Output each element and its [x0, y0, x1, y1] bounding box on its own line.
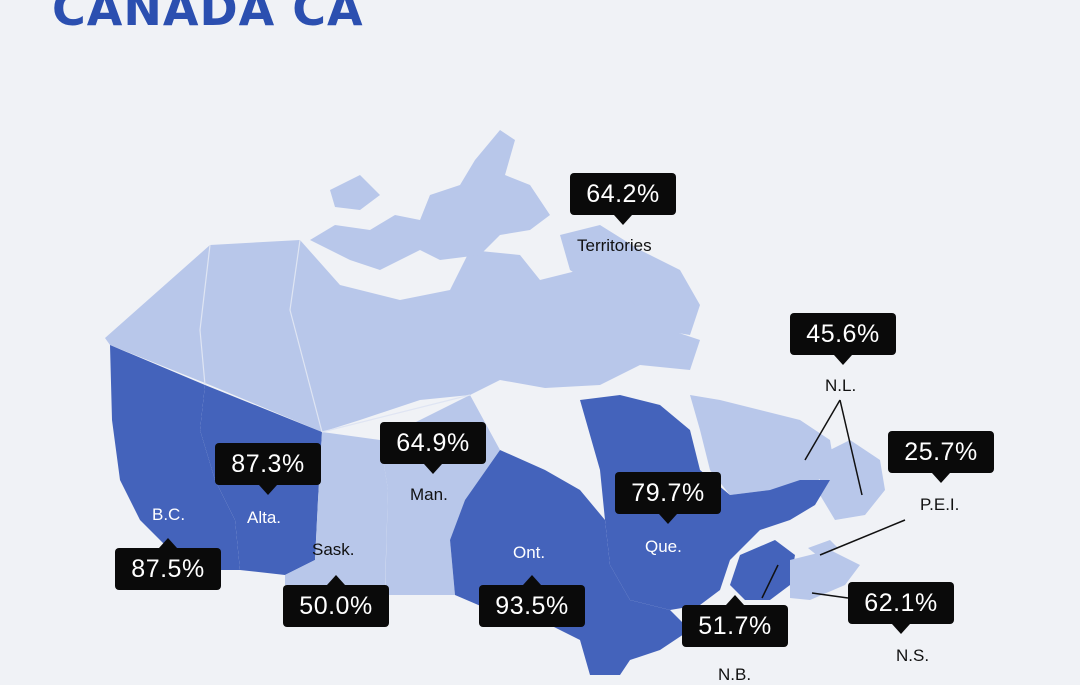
- label-nb: N.B.: [718, 665, 752, 684]
- label-bc: B.C.: [152, 505, 186, 524]
- label-que: Que.: [645, 537, 682, 556]
- callout-ont: 93.5%: [479, 575, 585, 627]
- region-nb[interactable]: [730, 540, 795, 600]
- province-borders: [199, 239, 471, 433]
- region-territories-island-baffin[interactable]: [560, 225, 700, 335]
- label-ont: Ont.: [513, 543, 546, 562]
- callout-sask: 50.0%: [283, 575, 389, 627]
- label-pei: P.E.I.: [920, 495, 960, 514]
- label-alta: Alta.: [247, 508, 282, 527]
- callout-nb: 51.7%: [682, 595, 788, 647]
- region-ont[interactable]: [450, 450, 690, 675]
- label-sask: Sask.: [312, 540, 355, 559]
- region-sask[interactable]: [285, 432, 388, 585]
- callout-bc: 87.5%: [115, 538, 221, 590]
- region-ns[interactable]: [790, 550, 860, 600]
- region-territories[interactable]: [105, 240, 700, 432]
- callout-pei: 25.7%: [888, 431, 994, 483]
- label-territories: Territories: [577, 236, 652, 255]
- page-title: CANADA CA: [52, 0, 364, 36]
- callout-ns: 62.1%: [848, 582, 954, 634]
- region-territories-islands[interactable]: [310, 130, 550, 270]
- leader-lines: [761, 399, 906, 599]
- region-pei[interactable]: [808, 540, 838, 556]
- region-territories-island-east[interactable]: [330, 175, 380, 210]
- region-nl-labrador[interactable]: [690, 395, 835, 495]
- label-nl: N.L.: [825, 376, 857, 395]
- callout-nl: 45.6%: [790, 313, 896, 365]
- callout-territories: 64.2%: [570, 173, 676, 225]
- label-man: Man.: [410, 485, 448, 504]
- region-bc[interactable]: [110, 345, 240, 570]
- callout-man: 64.9%: [380, 422, 486, 474]
- label-ns: N.S.: [896, 646, 930, 665]
- callout-alta: 87.3%: [215, 443, 321, 495]
- callout-que: 79.7%: [615, 472, 721, 524]
- region-nl-island[interactable]: [820, 440, 885, 520]
